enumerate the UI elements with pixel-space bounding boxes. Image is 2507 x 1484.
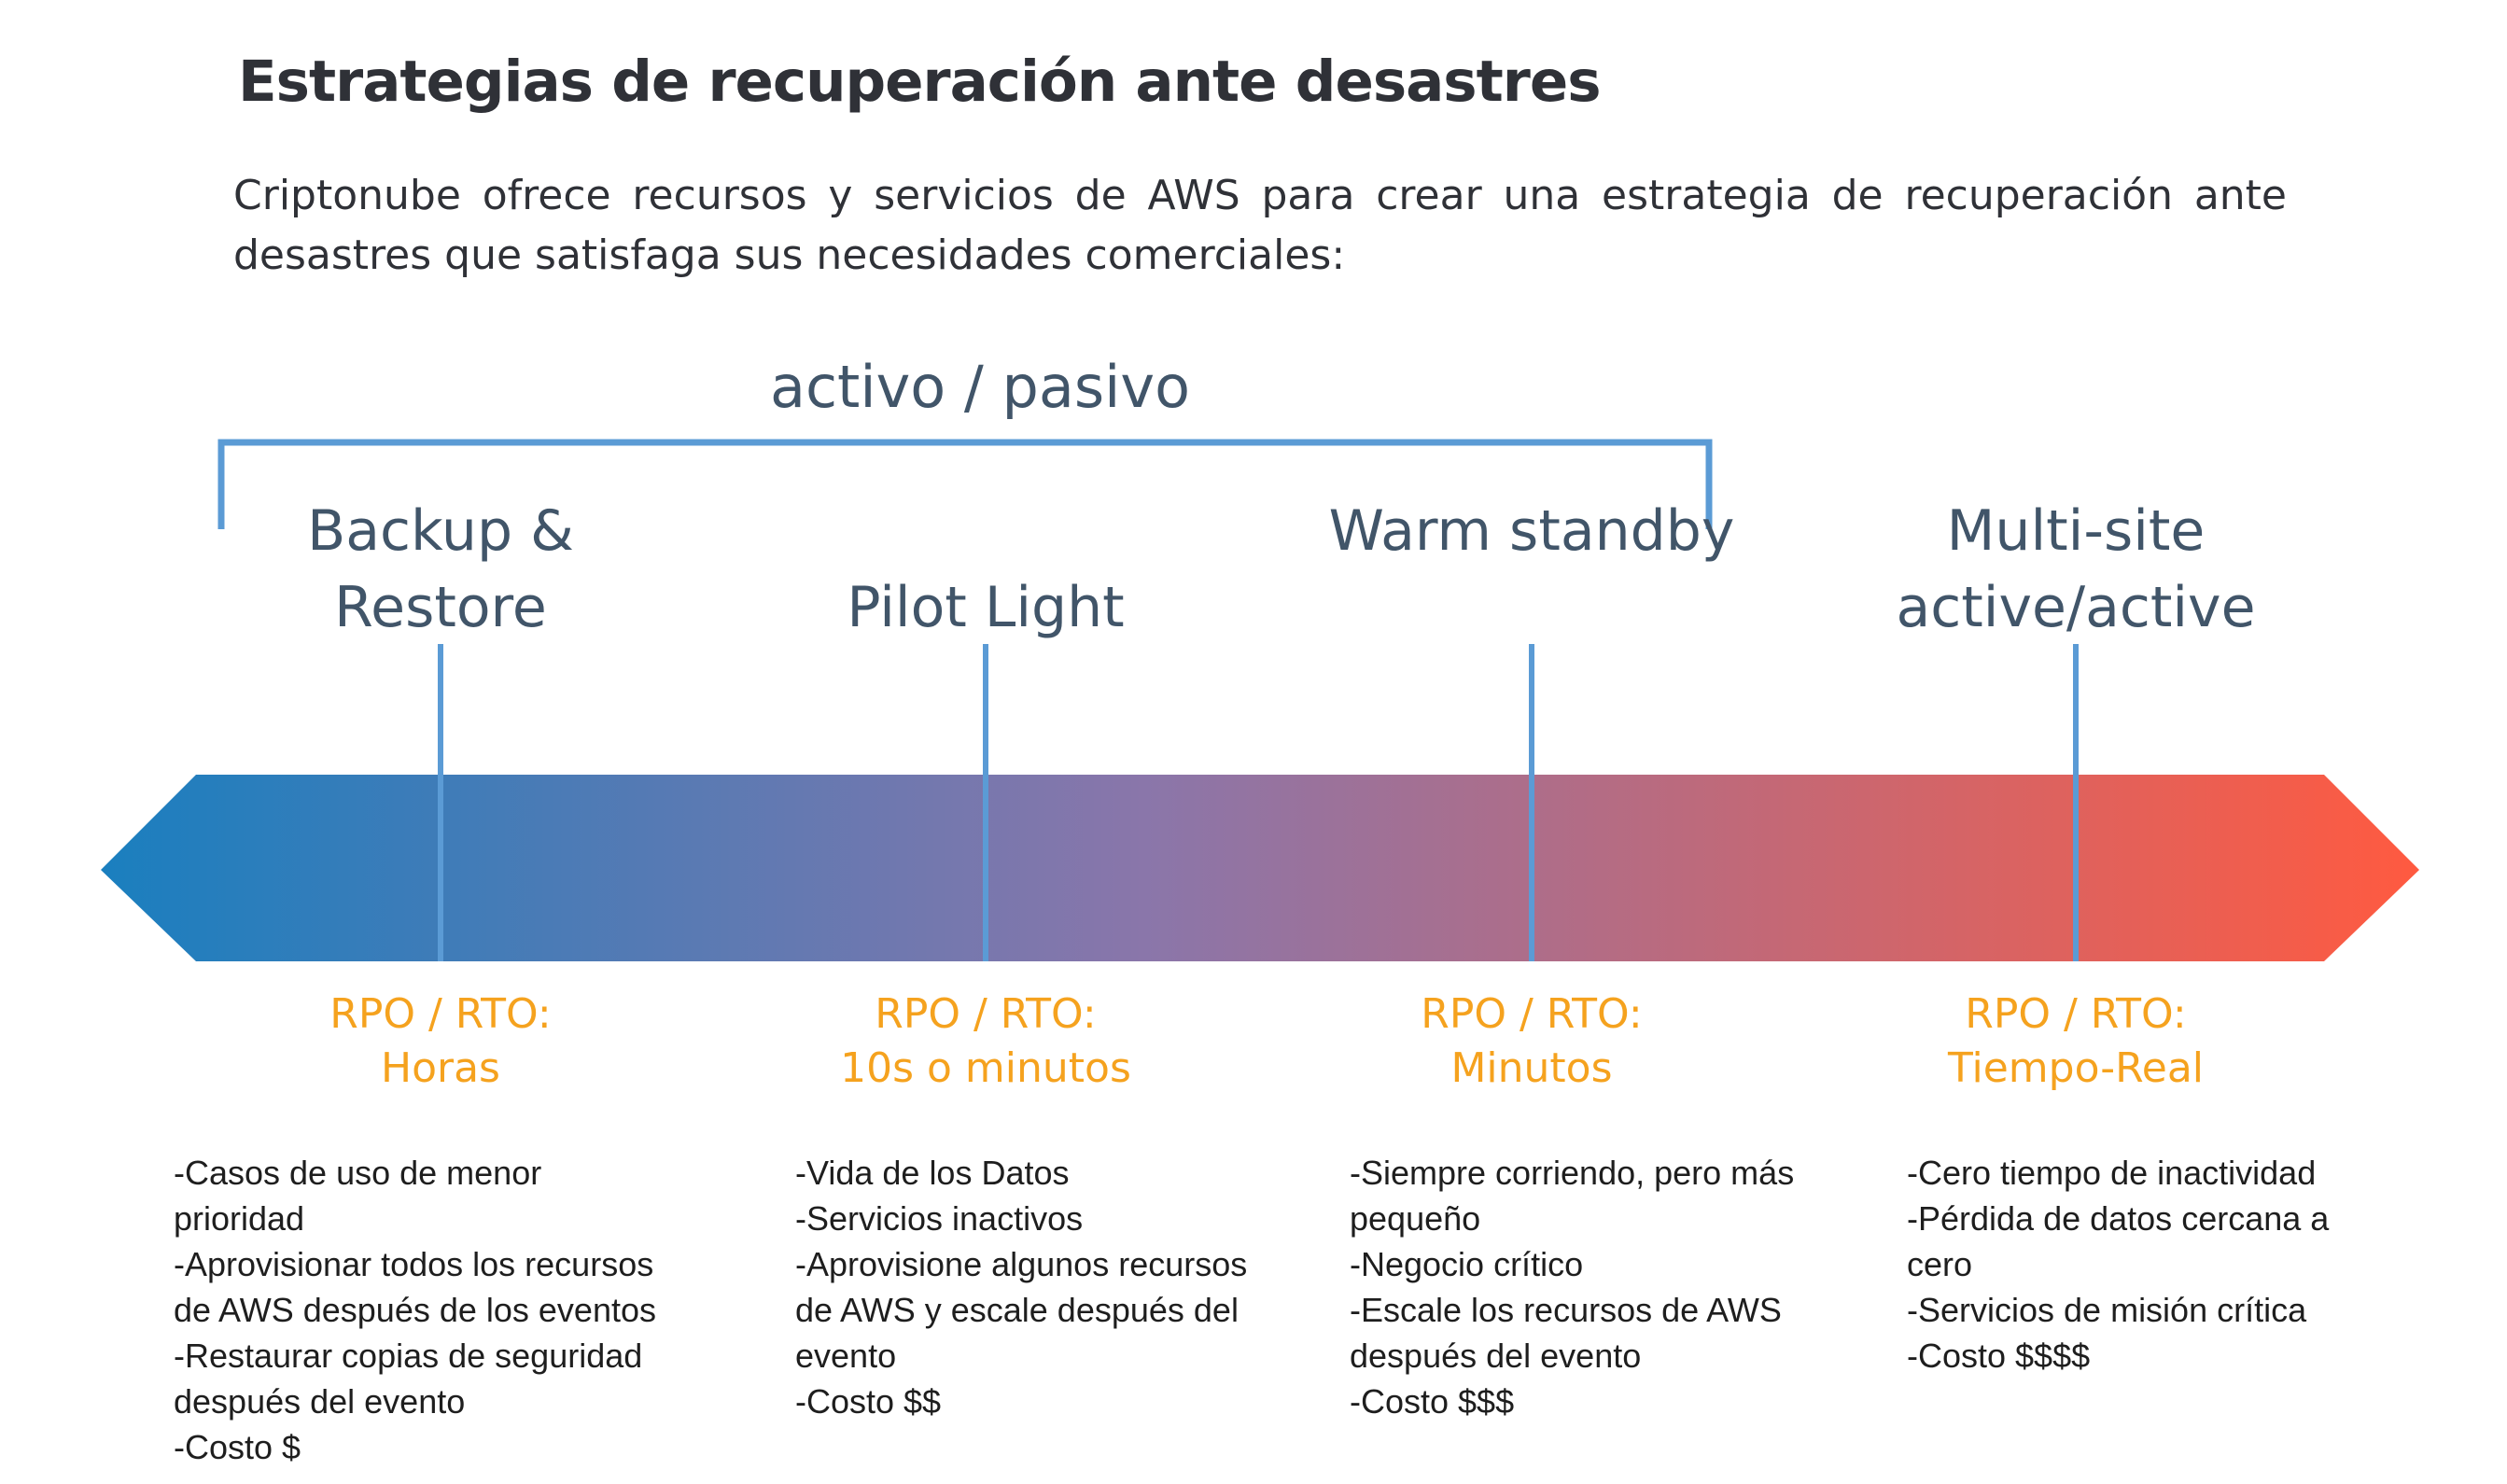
rpo-rto-value: Tiempo-Real	[1947, 1044, 2205, 1092]
details-backup-restore: -Casos de uso de menor prioridad -Aprovi…	[174, 1150, 678, 1470]
details-warm-standby: -Siempre corriendo, pero más pequeño -Ne…	[1350, 1150, 1854, 1424]
details-multi-site: -Cero tiempo de inactividad -Pérdida de …	[1907, 1150, 2411, 1379]
rpo-rto-multi-site: RPO / RTO: Tiempo-Real	[1833, 987, 2318, 1096]
detail-line: -Escale los recursos de AWS	[1350, 1291, 1782, 1329]
active-passive-bracket	[217, 439, 1713, 529]
detail-line: -Aprovisionar todos los recursos	[174, 1245, 654, 1283]
details-pilot-light: -Vida de los Datos -Servicios inactivos …	[795, 1150, 1299, 1424]
detail-line: -Vida de los Datos	[795, 1154, 1070, 1192]
detail-line: -Pérdida de datos cercana a	[1907, 1199, 2330, 1238]
detail-line: -Servicios de misión crítica	[1907, 1291, 2307, 1329]
detail-line: -Negocio crítico	[1350, 1245, 1584, 1283]
detail-line: -Siempre corriendo, pero más	[1350, 1154, 1795, 1192]
detail-line: -Restaurar copias de seguridad	[174, 1337, 643, 1375]
strategy-name-pilot-light: Pilot Light	[847, 575, 1125, 640]
active-passive-label: activo / pasivo	[769, 353, 1191, 421]
strategy-name-backup-restore: Backup & Restore	[307, 498, 574, 640]
detail-line: -Servicios inactivos	[795, 1199, 1084, 1238]
rpo-rto-pilot-light: RPO / RTO: 10s o minutos	[743, 987, 1228, 1096]
detail-line: -Costo $	[174, 1428, 301, 1466]
detail-line: evento	[795, 1337, 897, 1375]
rpo-rto-label: RPO / RTO:	[329, 990, 552, 1038]
detail-line: de AWS después de los eventos	[174, 1291, 656, 1329]
detail-line: -Casos de uso de menor prioridad	[174, 1154, 542, 1238]
detail-line: -Costo $$	[795, 1382, 942, 1421]
strategy-name-warm-standby: Warm standby	[1328, 498, 1735, 564]
strategy-name-multi-site: Multi-site active/active	[1896, 498, 2256, 640]
detail-line: después del evento	[174, 1382, 466, 1421]
page-title: Estrategias de recuperación ante desastr…	[238, 49, 1602, 115]
rpo-rto-value: Horas	[381, 1044, 500, 1092]
detail-line: -Aprovisione algunos recursos	[795, 1245, 1248, 1283]
detail-line: pequeño	[1350, 1199, 1481, 1238]
detail-line: cero	[1907, 1245, 1973, 1283]
rpo-rto-label: RPO / RTO:	[875, 990, 1097, 1038]
rpo-rto-label: RPO / RTO:	[1965, 990, 2187, 1038]
rpo-rto-value: Minutos	[1450, 1044, 1613, 1092]
detail-line: después del evento	[1350, 1337, 1642, 1375]
rpo-rto-label: RPO / RTO:	[1421, 990, 1643, 1038]
timeline-arrow	[101, 775, 2419, 961]
detail-line: -Costo $$$$	[1907, 1337, 2091, 1375]
detail-line: -Cero tiempo de inactividad	[1907, 1154, 2317, 1192]
rpo-rto-backup-restore: RPO / RTO: Horas	[198, 987, 683, 1096]
rpo-rto-value: 10s o minutos	[840, 1044, 1131, 1092]
intro-paragraph: Criptonube ofrece recursos y servicios d…	[233, 172, 2287, 279]
detail-line: de AWS y escale después del	[795, 1291, 1239, 1329]
detail-line: -Costo $$$	[1350, 1382, 1515, 1421]
rpo-rto-warm-standby: RPO / RTO: Minutos	[1289, 987, 1774, 1096]
